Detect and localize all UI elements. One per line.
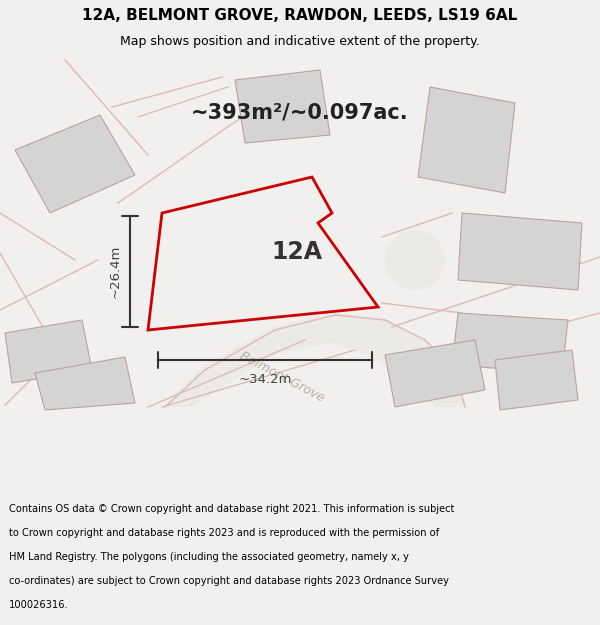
Polygon shape [162,313,465,407]
Text: to Crown copyright and database rights 2023 and is reproduced with the permissio: to Crown copyright and database rights 2… [9,528,439,538]
Polygon shape [495,350,578,410]
Polygon shape [5,320,92,383]
Text: HM Land Registry. The polygons (including the associated geometry, namely x, y: HM Land Registry. The polygons (includin… [9,552,409,562]
Polygon shape [385,340,485,407]
Polygon shape [235,70,330,143]
Text: Contains OS data © Crown copyright and database right 2021. This information is : Contains OS data © Crown copyright and d… [9,504,454,514]
Text: ~393m²/~0.097ac.: ~393m²/~0.097ac. [191,103,409,123]
Text: 12A, BELMONT GROVE, RAWDON, LEEDS, LS19 6AL: 12A, BELMONT GROVE, RAWDON, LEEDS, LS19 … [82,8,518,23]
Polygon shape [418,87,515,193]
Polygon shape [35,357,135,410]
Text: ~34.2m: ~34.2m [238,373,292,386]
Text: Map shows position and indicative extent of the property.: Map shows position and indicative extent… [120,35,480,48]
Polygon shape [458,213,582,290]
Text: Belmont Grove: Belmont Grove [238,349,326,405]
Polygon shape [15,115,135,213]
Polygon shape [452,313,568,373]
Text: 100026316.: 100026316. [9,600,68,610]
Circle shape [385,230,445,290]
Polygon shape [148,177,378,330]
Text: 12A: 12A [271,240,323,264]
Text: co-ordinates) are subject to Crown copyright and database rights 2023 Ordnance S: co-ordinates) are subject to Crown copyr… [9,576,449,586]
Text: ~26.4m: ~26.4m [109,245,122,298]
